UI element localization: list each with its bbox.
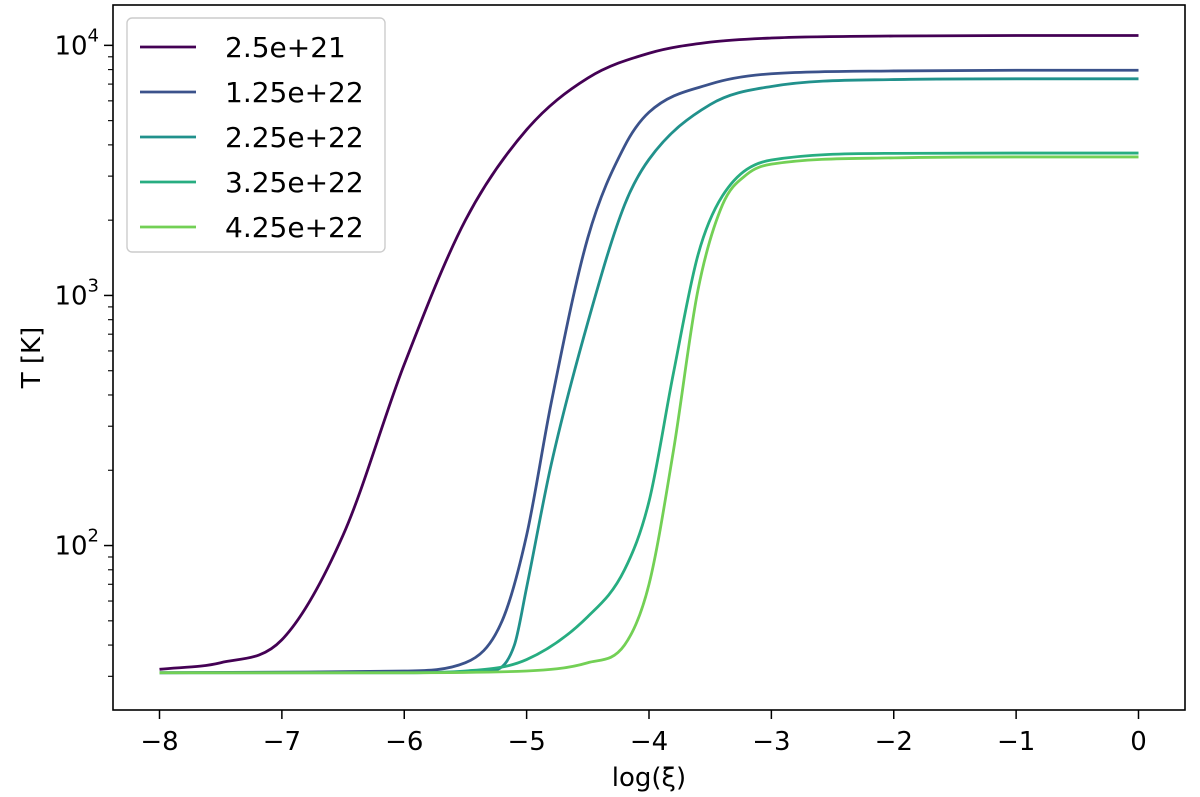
series-layer <box>159 34 1139 675</box>
x-tick-label: −3 <box>752 727 790 757</box>
legend-label: 4.25e+22 <box>225 211 364 244</box>
series-line-1 <box>159 34 1139 671</box>
y-tick-label: 103 <box>54 275 99 311</box>
x-tick-label: −4 <box>630 727 668 757</box>
y-axis-label: T [K] <box>17 327 47 389</box>
y-tick-label: 102 <box>54 526 99 562</box>
x-tick-label: −1 <box>997 727 1035 757</box>
legend: 2.5e+21 1.25e+22 2.25e+22 3.25e+22 4.25e+22 <box>126 17 386 253</box>
x-tick-label: −7 <box>263 727 301 757</box>
x-tick-label: −8 <box>140 727 178 757</box>
legend-label: 1.25e+22 <box>225 76 364 109</box>
x-tick-label: 0 <box>1130 727 1147 757</box>
x-tick-label: −6 <box>385 727 423 757</box>
x-axis-label: log(ξ) <box>612 763 686 793</box>
x-axis-ticks: −8 −7 −6 −5 −4 −3 −2 −1 0 <box>140 710 1147 757</box>
legend-box <box>126 17 386 253</box>
x-tick-label: −2 <box>875 727 913 757</box>
x-tick-label: −5 <box>507 727 545 757</box>
y-tick-label: 104 <box>54 25 99 61</box>
legend-label: 3.25e+22 <box>225 166 364 199</box>
series-line-2 <box>159 68 1139 675</box>
legend-label: 2.5e+21 <box>225 31 346 64</box>
series-line-5 <box>159 155 1139 675</box>
legend-label: 2.25e+22 <box>225 121 364 154</box>
y-axis-ticks: 102 103 104 <box>54 25 113 677</box>
